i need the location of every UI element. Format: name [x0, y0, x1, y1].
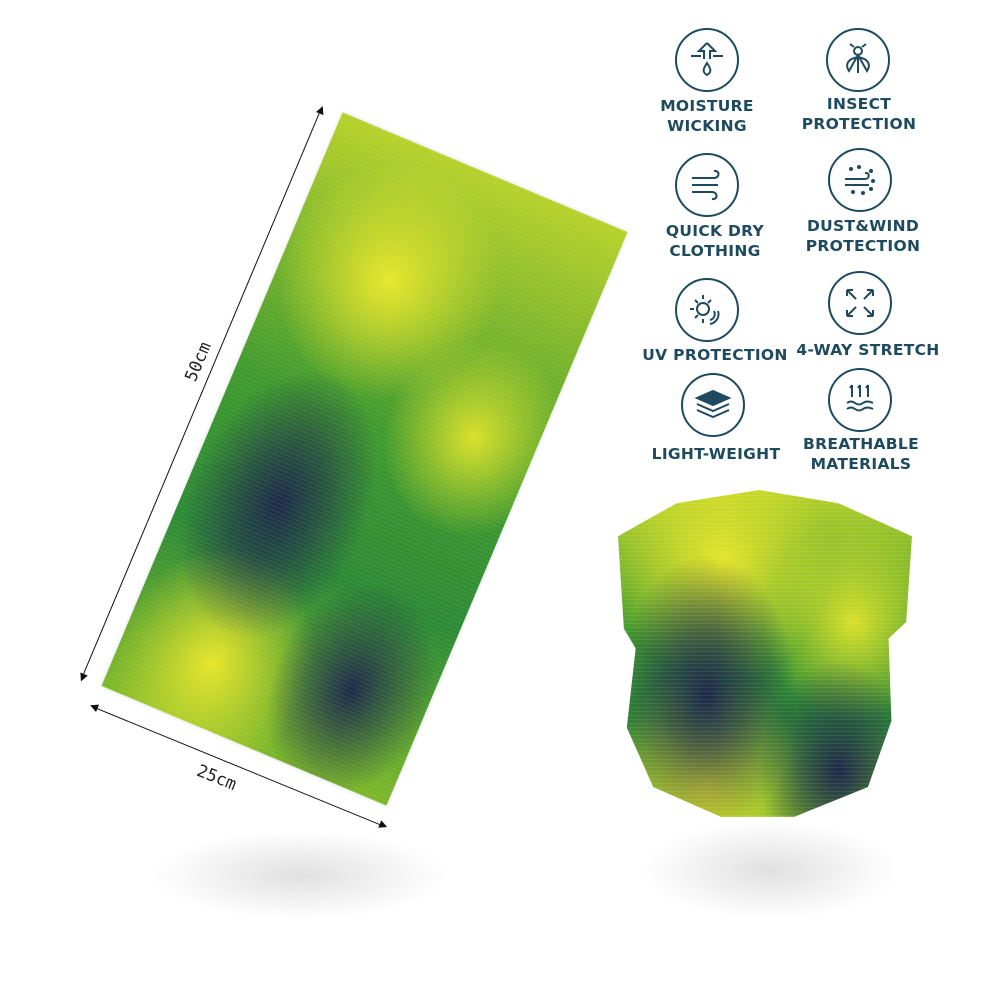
width-dimension-label: 25cm [193, 761, 240, 795]
breathable-icon [828, 368, 892, 432]
feature-label: INSECT PROTECTION [801, 95, 917, 133]
feature-label: QUICK DRY CLOTHING [665, 222, 765, 260]
feature-label: DUST&WIND PROTECTION [805, 217, 921, 255]
feature-label: MOISTURE WICKING [660, 97, 754, 135]
dust-wind-icon [828, 148, 892, 212]
feature-label: 4-WAY STRETCH [796, 341, 940, 359]
feature-label: LIGHT-WEIGHT [651, 445, 781, 463]
sun-icon [675, 278, 739, 342]
height-dimension-label: 50cm [181, 339, 216, 385]
feature-label: UV PROTECTION [642, 346, 788, 364]
feature-label: BREATHABLE MATERIALS [803, 435, 919, 473]
moisture-wicking-icon [675, 28, 739, 92]
insect-icon [826, 28, 890, 92]
wind-icon [675, 153, 739, 217]
tube-bandana-image [618, 490, 912, 817]
stretch-arrows-icon [828, 271, 892, 335]
layers-icon [681, 373, 745, 437]
tube-shadow [640, 820, 900, 920]
flat-shadow [150, 830, 450, 920]
flat-bandana-image [101, 112, 628, 806]
